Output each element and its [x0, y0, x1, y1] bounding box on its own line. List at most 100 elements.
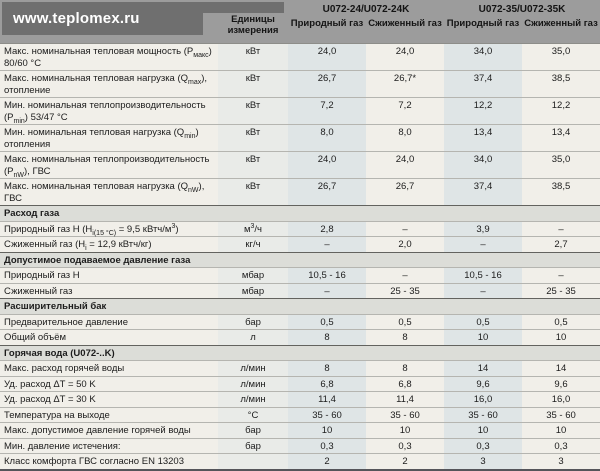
value-cell: 11,4 [288, 392, 366, 407]
unit-cell: кВт [218, 152, 288, 178]
section-title: Расход газа [4, 208, 60, 219]
value-cell: 35,0 [551, 46, 571, 57]
param-name: Мин. номинальная тепловая нагрузка (Qmin… [4, 127, 199, 150]
section-title: Расширительный бак [4, 301, 107, 312]
gas-type-header-natural-1: Природный газ [290, 18, 364, 29]
spec-row: Мин. давление истечения: бар 0,3 0,3 0,3 0,3 [0, 437, 600, 453]
param-name: Предварительное давление [4, 316, 129, 328]
unit-cell: мбар [218, 268, 288, 283]
value-cell: 24,0 [395, 154, 415, 165]
value-cell: – [402, 270, 408, 281]
watermark-text: www.teplomex.ru [13, 10, 140, 27]
value-cell: 3 [444, 454, 522, 469]
model-header-u072-35: U072-35/U072-35K [478, 4, 566, 15]
param-name: Уд. расход ΔT = 30 K [4, 394, 96, 405]
units-column-header: Единицы измерения [227, 14, 279, 36]
value-cell: – [558, 223, 564, 235]
section-title: Горячая вода (U072-..K) [4, 347, 115, 359]
spec-row: Макс. допустимое давление горячей воды ба… [0, 422, 600, 438]
value-cell: 3,9 [444, 221, 522, 236]
unit-cell: л [218, 330, 288, 345]
param-name: Макс. номинальная тепловая нагрузка (QnW… [4, 181, 205, 204]
value-cell: 10 [444, 330, 522, 345]
spec-row: Природный газ H (Hi(15 °C) = 9,5 кВтч/м3… [0, 220, 600, 237]
spec-table-body: Макс. номинальная тепловая мощность (Pма… [0, 43, 600, 471]
value-cell: 10 [555, 332, 567, 343]
value-cell: 25 - 35 [546, 285, 576, 297]
value-cell: 35 - 60 [546, 409, 576, 421]
unit-cell: л/мин [218, 392, 288, 407]
value-cell: 8 [288, 361, 366, 376]
value-cell: – [444, 237, 522, 252]
value-cell: 2,8 [288, 221, 366, 236]
value-cell: – [558, 270, 564, 281]
unit-cell: кВт [218, 71, 288, 97]
value-cell: 0,3 [444, 438, 522, 453]
param-name: Природный газ H (Hi(15 °C) = 9,5 кВтч/м3… [4, 222, 179, 237]
param-name: Мин. давление истечения: [4, 440, 121, 452]
value-cell: 24,0 [395, 46, 415, 57]
value-cell: 25 - 35 [390, 285, 420, 297]
value-cell: 12,2 [444, 98, 522, 124]
gas-type-header-lpg-2: Сжиженный газ [524, 18, 598, 29]
param-name: Сжиженный газ [4, 285, 73, 297]
value-cell: – [288, 283, 366, 298]
value-cell: 10 [555, 425, 567, 436]
value-cell: 0,3 [288, 438, 366, 453]
value-cell: 9,6 [554, 378, 568, 390]
value-cell: 10,5 - 16 [444, 268, 522, 283]
value-cell: 7,2 [288, 98, 366, 124]
spec-row: Мин. номинальная тепловая нагрузка (Qmin… [0, 124, 600, 151]
unit-cell: кВт [218, 125, 288, 151]
spec-row: Макс. номинальная тепловая мощность (Pма… [0, 44, 600, 70]
unit-cell: кВт [218, 44, 288, 70]
param-name: Общий объём [4, 332, 67, 343]
unit-cell: °C [218, 407, 288, 422]
table-header: www.teplomex.ru Единицы измерения U072-2… [0, 0, 600, 43]
value-cell: 8,0 [398, 127, 412, 138]
value-cell: 38,5 [551, 181, 571, 192]
unit-cell: м3/ч [218, 221, 288, 236]
value-cell: 26,7* [393, 73, 417, 84]
spec-row: Мин. номинальная теплопроизводительность… [0, 97, 600, 124]
value-cell: 10 [288, 423, 366, 438]
param-name: Мин. номинальная теплопроизводительность… [4, 100, 206, 125]
unit-cell: бар [218, 438, 288, 453]
spec-row: Сжиженный газ мбар –25 - 35–25 - 35 [0, 282, 600, 298]
param-name: Макс. номинальная тепловая мощность (Pма… [4, 46, 212, 69]
value-cell: 2,0 [398, 239, 412, 250]
value-cell: 2,7 [554, 239, 568, 250]
value-cell: 13,4 [444, 125, 522, 151]
section-header-row: Горячая вода (U072-..K) [0, 344, 600, 360]
section-header-row: Расход газа [0, 205, 600, 221]
value-cell: 35 - 60 [444, 407, 522, 422]
value-cell: 8 [402, 363, 408, 374]
section-title: Допустимое подаваемое давление газа [4, 254, 191, 266]
value-cell: 0,3 [554, 440, 568, 452]
spec-row: Макс. номинальная тепловая нагрузка (Qma… [0, 70, 600, 97]
value-cell: 13,4 [551, 127, 571, 138]
unit-cell: л/мин [218, 361, 288, 376]
spec-row: Макс. расход горячей воды л/мин 8 8 14 14 [0, 360, 600, 376]
section-header-row: Расширительный бак [0, 298, 600, 314]
param-name: Сжиженный газ (Hi = 12,9 кВтч/кг) [4, 239, 152, 252]
value-cell: 24,0 [288, 44, 366, 70]
unit-cell: мбар [218, 283, 288, 298]
unit-cell: бар [218, 423, 288, 438]
value-cell: 8,0 [288, 125, 366, 151]
unit-cell: л/мин [218, 376, 288, 391]
value-cell: 0,5 [288, 314, 366, 329]
watermark-banner: www.teplomex.ru [2, 2, 203, 35]
value-cell: 11,4 [396, 394, 414, 405]
value-cell: 2 [288, 454, 366, 469]
spec-row: Температура на выходе °C 35 - 60 35 - 60 35 … [0, 406, 600, 422]
value-cell: 12,2 [551, 100, 571, 111]
value-cell: 35,0 [551, 154, 571, 165]
value-cell: 24,0 [288, 152, 366, 178]
value-cell: 38,5 [551, 73, 571, 84]
spec-row: Макс. номинальная теплопроизводительност… [0, 151, 600, 178]
param-name: Макс. номинальная теплопроизводительност… [4, 154, 210, 179]
